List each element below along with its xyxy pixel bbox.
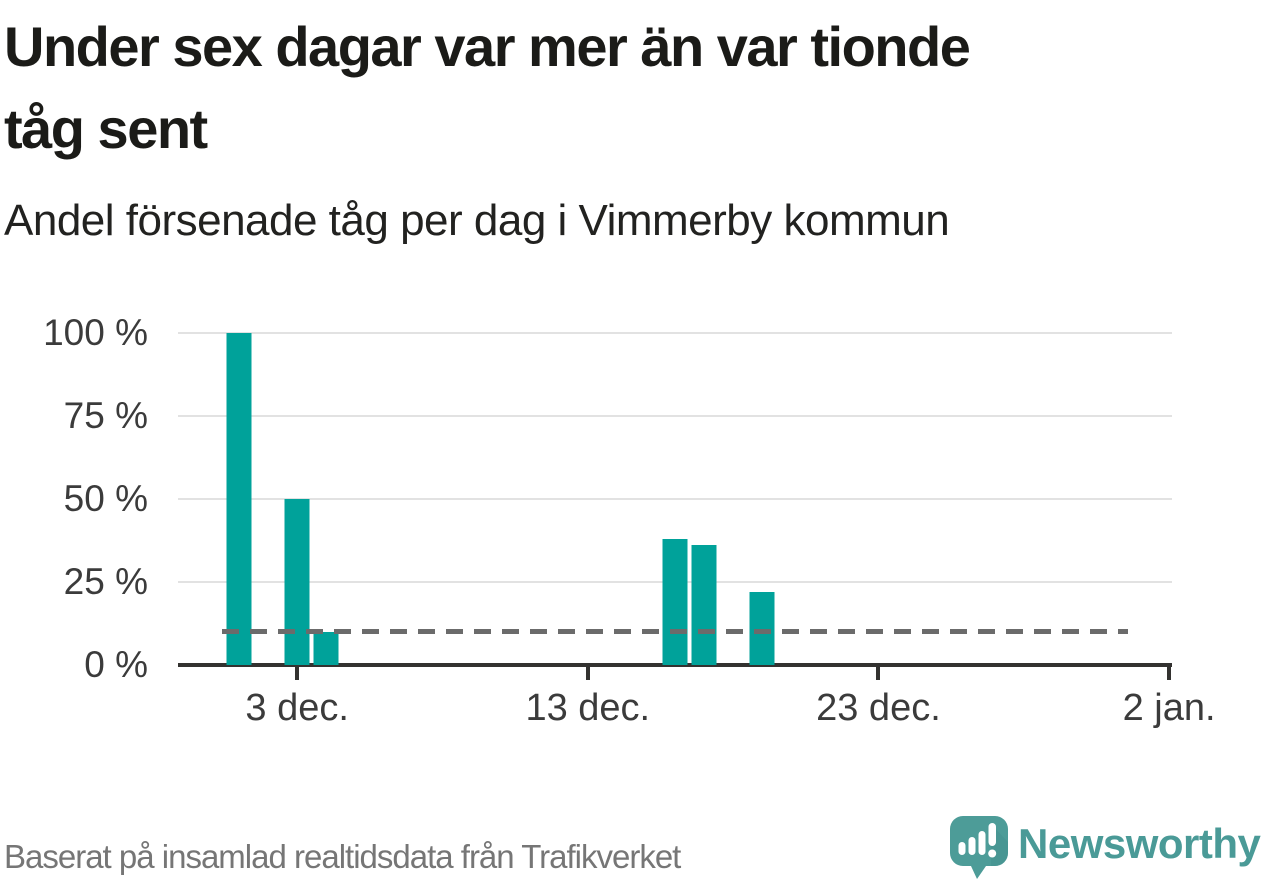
y-tick-label: 25 %	[63, 561, 148, 602]
x-tick	[876, 667, 881, 680]
y-tick-label: 75 %	[63, 395, 148, 436]
x-tick	[1167, 667, 1172, 680]
bar-3dec	[284, 499, 310, 665]
x-axis-line	[178, 663, 1172, 667]
bar-17dec	[691, 545, 717, 665]
reference-line-10-percent	[221, 629, 1129, 635]
bar-4dec	[313, 631, 339, 665]
gridline-75	[178, 415, 1172, 417]
chart-subtitle: Andel försenade tåg per dag i Vimmerby k…	[4, 196, 950, 245]
y-axis-labels: 100 % 75 % 50 % 25 % 0 %	[0, 312, 148, 685]
x-tick-label: 13 dec.	[525, 687, 651, 729]
bar-1dec	[226, 333, 252, 665]
y-tick-label: 100 %	[43, 312, 148, 353]
x-tick	[585, 667, 590, 680]
x-tick-label: 3 dec.	[245, 687, 349, 729]
x-axis-labels: 3 dec. 13 dec. 23 dec. 2 jan.	[178, 687, 1215, 737]
bar-19dec	[749, 591, 775, 665]
x-tick-label: 23 dec.	[816, 687, 941, 729]
x-tick	[295, 667, 300, 680]
bar-16dec	[662, 538, 688, 665]
source-note: Baserat på insamlad realtidsdata från Tr…	[4, 838, 681, 875]
x-tick-label: 2 jan.	[1122, 687, 1216, 729]
y-tick-label: 0 %	[84, 644, 148, 685]
gridline-100	[178, 332, 1172, 334]
y-tick-label: 50 %	[63, 478, 148, 519]
newsworthy-wordmark: Newsworthy	[1018, 820, 1261, 867]
gridline-50	[178, 498, 1172, 500]
newsworthy-speech-bubble-bar-chart-exclamation-icon	[950, 816, 1008, 879]
plot-area	[178, 332, 1172, 680]
chart-title: Under sex dagar var mer än var tionde tå…	[4, 15, 971, 161]
newsworthy-logo: Newsworthy	[950, 814, 1262, 879]
